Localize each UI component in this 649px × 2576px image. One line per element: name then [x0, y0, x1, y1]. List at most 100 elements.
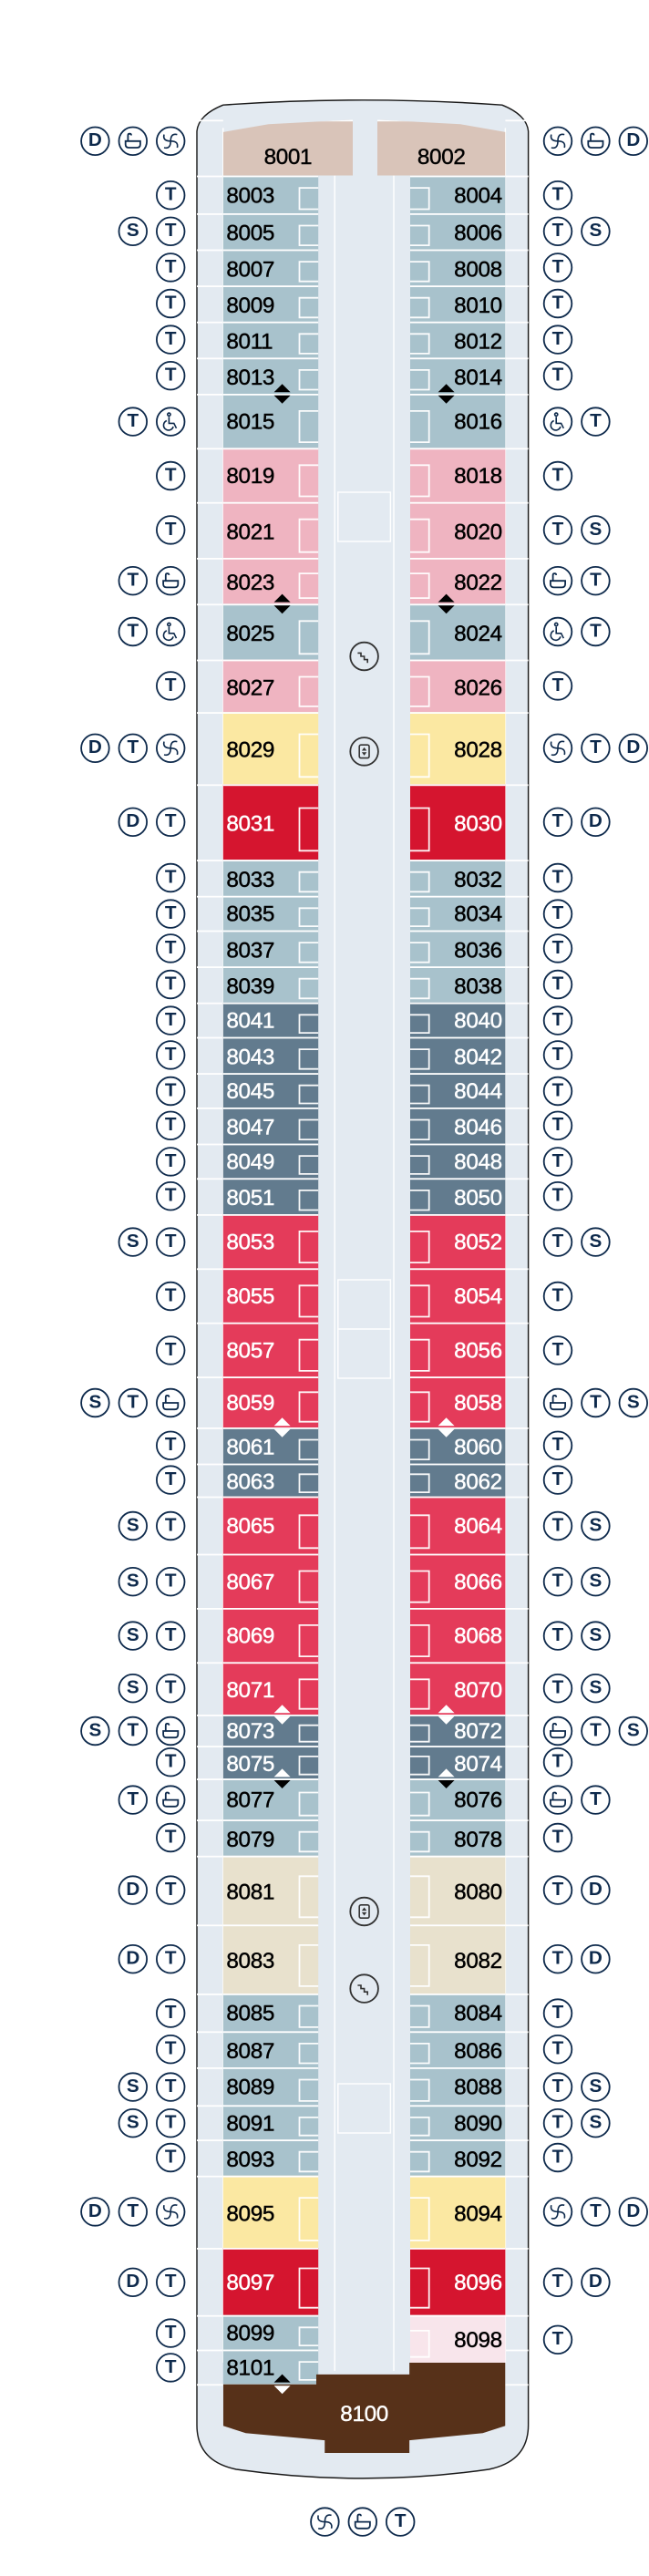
- cabin-8047[interactable]: 8047: [222, 1108, 319, 1144]
- cabin-8085[interactable]: 8085: [222, 1994, 319, 2032]
- cabin-8004[interactable]: 8004: [410, 175, 506, 213]
- cabin-8034[interactable]: 8034: [410, 895, 506, 931]
- cabin-8032[interactable]: 8032: [410, 860, 506, 896]
- cabin-8084[interactable]: 8084: [410, 1994, 506, 2032]
- cabin-8016[interactable]: 8016: [410, 394, 506, 448]
- cabin-8062[interactable]: 8062: [410, 1463, 506, 1497]
- cabin-8087[interactable]: 8087: [222, 2031, 319, 2067]
- cabin-8002[interactable]: 8002: [377, 119, 506, 176]
- cabin-8045[interactable]: 8045: [222, 1073, 319, 1108]
- cabin-8056[interactable]: 8056: [410, 1322, 506, 1377]
- cabin-8030[interactable]: 8030: [410, 784, 506, 860]
- cabin-8037[interactable]: 8037: [222, 930, 319, 967]
- cabin-8086[interactable]: 8086: [410, 2031, 506, 2067]
- cabin-8050[interactable]: 8050: [410, 1178, 506, 1214]
- cabin-8081[interactable]: 8081: [222, 1855, 319, 1925]
- cabin-8033[interactable]: 8033: [222, 860, 319, 896]
- cabin-8055[interactable]: 8055: [222, 1268, 319, 1323]
- cabin-8073[interactable]: 8073: [222, 1715, 319, 1747]
- cabin-8090[interactable]: 8090: [410, 2105, 506, 2140]
- cabin-8006[interactable]: 8006: [410, 213, 506, 250]
- cabin-8039[interactable]: 8039: [222, 966, 319, 1003]
- cabin-8091[interactable]: 8091: [222, 2105, 319, 2140]
- cabin-8061[interactable]: 8061: [222, 1427, 319, 1464]
- cabin-8035[interactable]: 8035: [222, 895, 319, 931]
- cabin-8012[interactable]: 8012: [410, 321, 506, 358]
- cabin-8095[interactable]: 8095: [222, 2175, 319, 2248]
- cabin-8076[interactable]: 8076: [410, 1778, 506, 1820]
- cabin-8080[interactable]: 8080: [410, 1855, 506, 1925]
- cabin-8043[interactable]: 8043: [222, 1036, 319, 1074]
- cabin-8007[interactable]: 8007: [222, 249, 319, 286]
- cabin-8078[interactable]: 8078: [410, 1819, 506, 1856]
- cabin-8075[interactable]: 8075: [222, 1746, 319, 1779]
- cabin-8046[interactable]: 8046: [410, 1108, 506, 1144]
- cabin-8098[interactable]: 8098: [410, 2314, 506, 2363]
- cabin-8018[interactable]: 8018: [410, 448, 506, 502]
- cabin-8044[interactable]: 8044: [410, 1073, 506, 1108]
- row-divider: [197, 213, 223, 215]
- cabin-8054[interactable]: 8054: [410, 1268, 506, 1323]
- cabin-8069[interactable]: 8069: [222, 1608, 319, 1663]
- cabin-8031[interactable]: 8031: [222, 784, 319, 860]
- cabin-8042[interactable]: 8042: [410, 1036, 506, 1074]
- cabin-8022[interactable]: 8022: [410, 558, 506, 604]
- cabin-8074[interactable]: 8074: [410, 1746, 506, 1779]
- cabin-8072[interactable]: 8072: [410, 1715, 506, 1747]
- cabin-8096[interactable]: 8096: [410, 2248, 506, 2315]
- cabin-8038[interactable]: 8038: [410, 966, 506, 1003]
- cabin-8026[interactable]: 8026: [410, 659, 506, 713]
- cabin-8057[interactable]: 8057: [222, 1322, 319, 1377]
- cabin-8060[interactable]: 8060: [410, 1427, 506, 1464]
- cabin-8013[interactable]: 8013: [222, 357, 319, 394]
- cabin-8093[interactable]: 8093: [222, 2139, 319, 2176]
- cabin-8020[interactable]: 8020: [410, 501, 506, 558]
- cabin-8008[interactable]: 8008: [410, 249, 506, 286]
- cabin-8053[interactable]: 8053: [222, 1214, 319, 1269]
- cabin-8067[interactable]: 8067: [222, 1553, 319, 1608]
- cabin-8001[interactable]: 8001: [222, 119, 353, 176]
- cabin-8029[interactable]: 8029: [222, 712, 319, 785]
- cabin-8051[interactable]: 8051: [222, 1178, 319, 1214]
- cabin-8088[interactable]: 8088: [410, 2067, 506, 2106]
- cabin-8092[interactable]: 8092: [410, 2139, 506, 2176]
- cabin-8005[interactable]: 8005: [222, 213, 319, 250]
- cabin-8049[interactable]: 8049: [222, 1143, 319, 1179]
- cabin-8089[interactable]: 8089: [222, 2067, 319, 2106]
- cabin-8059[interactable]: 8059: [222, 1376, 319, 1427]
- cabin-8025[interactable]: 8025: [222, 603, 319, 660]
- cabin-8021[interactable]: 8021: [222, 501, 319, 558]
- cabin-8036[interactable]: 8036: [410, 930, 506, 967]
- cabin-8058[interactable]: 8058: [410, 1376, 506, 1427]
- cabin-8065[interactable]: 8065: [222, 1496, 319, 1554]
- cabin-8010[interactable]: 8010: [410, 285, 506, 322]
- cabin-8077[interactable]: 8077: [222, 1778, 319, 1820]
- cabin-8071[interactable]: 8071: [222, 1662, 319, 1715]
- cabin-8040[interactable]: 8040: [410, 1002, 506, 1037]
- cabin-8064[interactable]: 8064: [410, 1496, 506, 1554]
- cabin-8063[interactable]: 8063: [222, 1463, 319, 1497]
- cabin-8019[interactable]: 8019: [222, 448, 319, 502]
- cabin-8023[interactable]: 8023: [222, 558, 319, 604]
- cabin-8101[interactable]: 8101: [222, 2349, 319, 2385]
- cabin-8079[interactable]: 8079: [222, 1819, 319, 1856]
- cabin-8099[interactable]: 8099: [222, 2314, 319, 2350]
- cabin-8024[interactable]: 8024: [410, 603, 506, 660]
- cabin-8015[interactable]: 8015: [222, 394, 319, 448]
- cabin-8052[interactable]: 8052: [410, 1214, 506, 1269]
- cabin-8009[interactable]: 8009: [222, 285, 319, 322]
- cabin-8097[interactable]: 8097: [222, 2248, 319, 2315]
- cabin-8048[interactable]: 8048: [410, 1143, 506, 1179]
- cabin-8083[interactable]: 8083: [222, 1924, 319, 1994]
- cabin-8068[interactable]: 8068: [410, 1608, 506, 1663]
- cabin-8082[interactable]: 8082: [410, 1924, 506, 1994]
- cabin-8066[interactable]: 8066: [410, 1553, 506, 1608]
- cabin-8011[interactable]: 8011: [222, 321, 319, 358]
- cabin-8070[interactable]: 8070: [410, 1662, 506, 1715]
- cabin-8027[interactable]: 8027: [222, 659, 319, 713]
- cabin-8028[interactable]: 8028: [410, 712, 506, 785]
- cabin-8003[interactable]: 8003: [222, 175, 319, 213]
- cabin-8041[interactable]: 8041: [222, 1002, 319, 1037]
- cabin-8014[interactable]: 8014: [410, 357, 506, 394]
- cabin-8094[interactable]: 8094: [410, 2175, 506, 2248]
